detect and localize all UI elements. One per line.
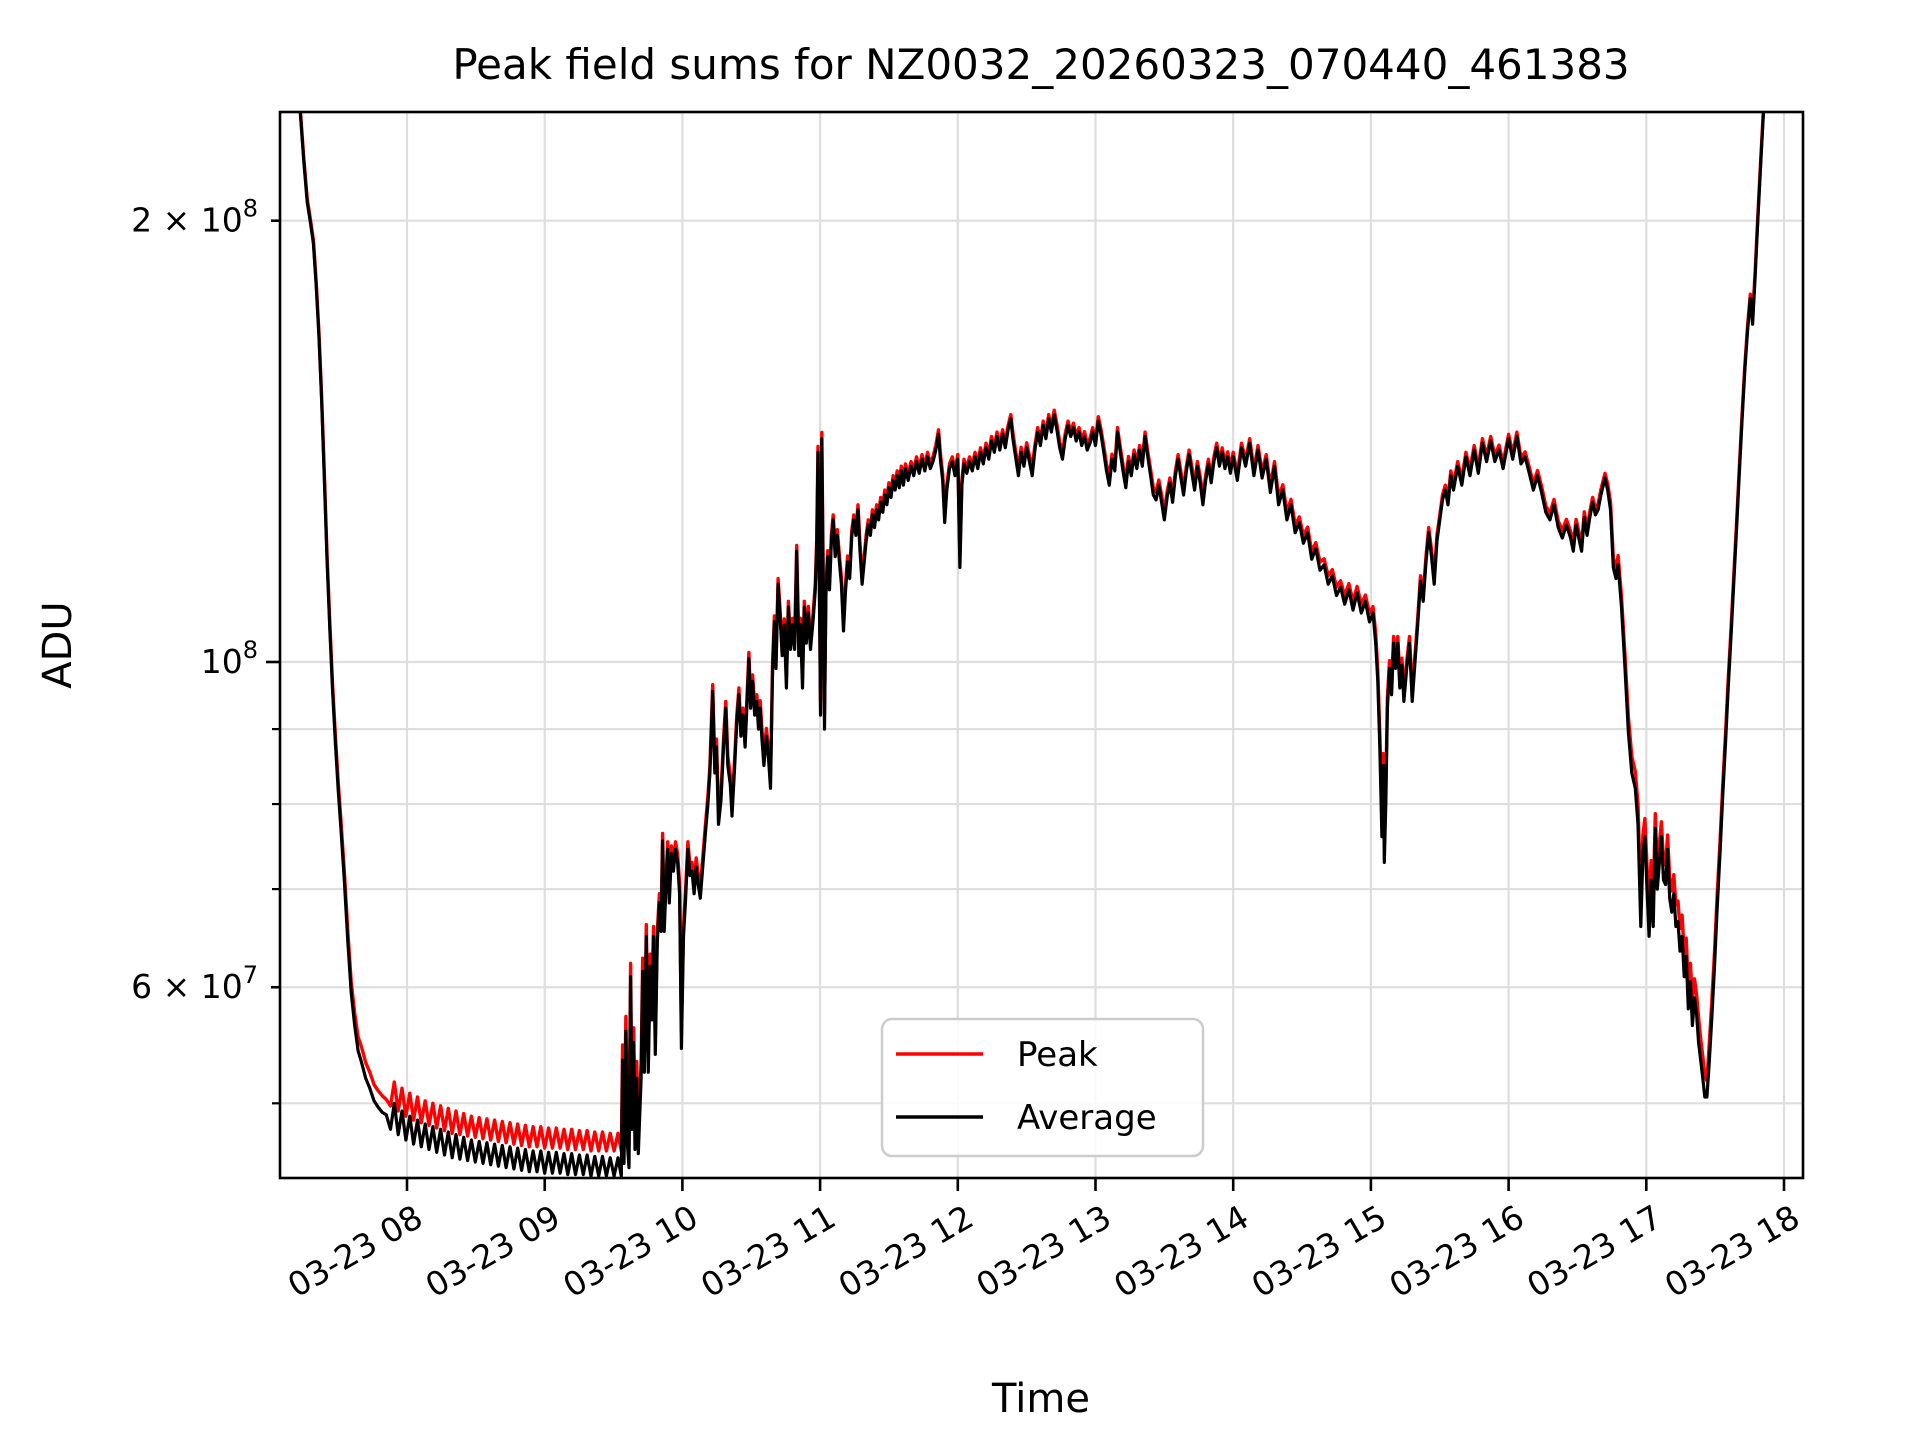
- x-tick-label: 03-23 17: [1520, 1197, 1668, 1305]
- y-axis-label: ADU: [35, 601, 81, 689]
- x-tick-label: 03-23 10: [556, 1197, 704, 1305]
- x-tick-label: 03-23 15: [1245, 1197, 1393, 1305]
- x-tick-label: 03-23 11: [694, 1197, 842, 1305]
- x-tick-label: 03-23 09: [419, 1197, 567, 1305]
- x-tick-label: 03-23 16: [1383, 1197, 1531, 1305]
- x-tick-label: 03-23 13: [970, 1197, 1118, 1305]
- x-tick-label: 03-23 14: [1107, 1197, 1255, 1305]
- x-tick-label: 03-23 08: [281, 1197, 429, 1305]
- x-tick-label: 03-23 12: [832, 1197, 980, 1305]
- x-axis-label: Time: [992, 1376, 1090, 1422]
- chart-title: Peak field sums for NZ0032_20260323_0704…: [452, 40, 1630, 89]
- legend-label-peak: Peak: [1017, 1035, 1098, 1075]
- y-tick-label: 108: [201, 636, 258, 681]
- x-tick-label: 03-23 18: [1658, 1197, 1806, 1305]
- average-line: [298, 112, 1766, 1178]
- axes-spines: [278, 110, 1805, 1180]
- legend-label-average: Average: [1017, 1098, 1157, 1138]
- y-tick-label: 2 × 108: [131, 195, 258, 240]
- y-tick-label: 6 × 107: [131, 961, 258, 1006]
